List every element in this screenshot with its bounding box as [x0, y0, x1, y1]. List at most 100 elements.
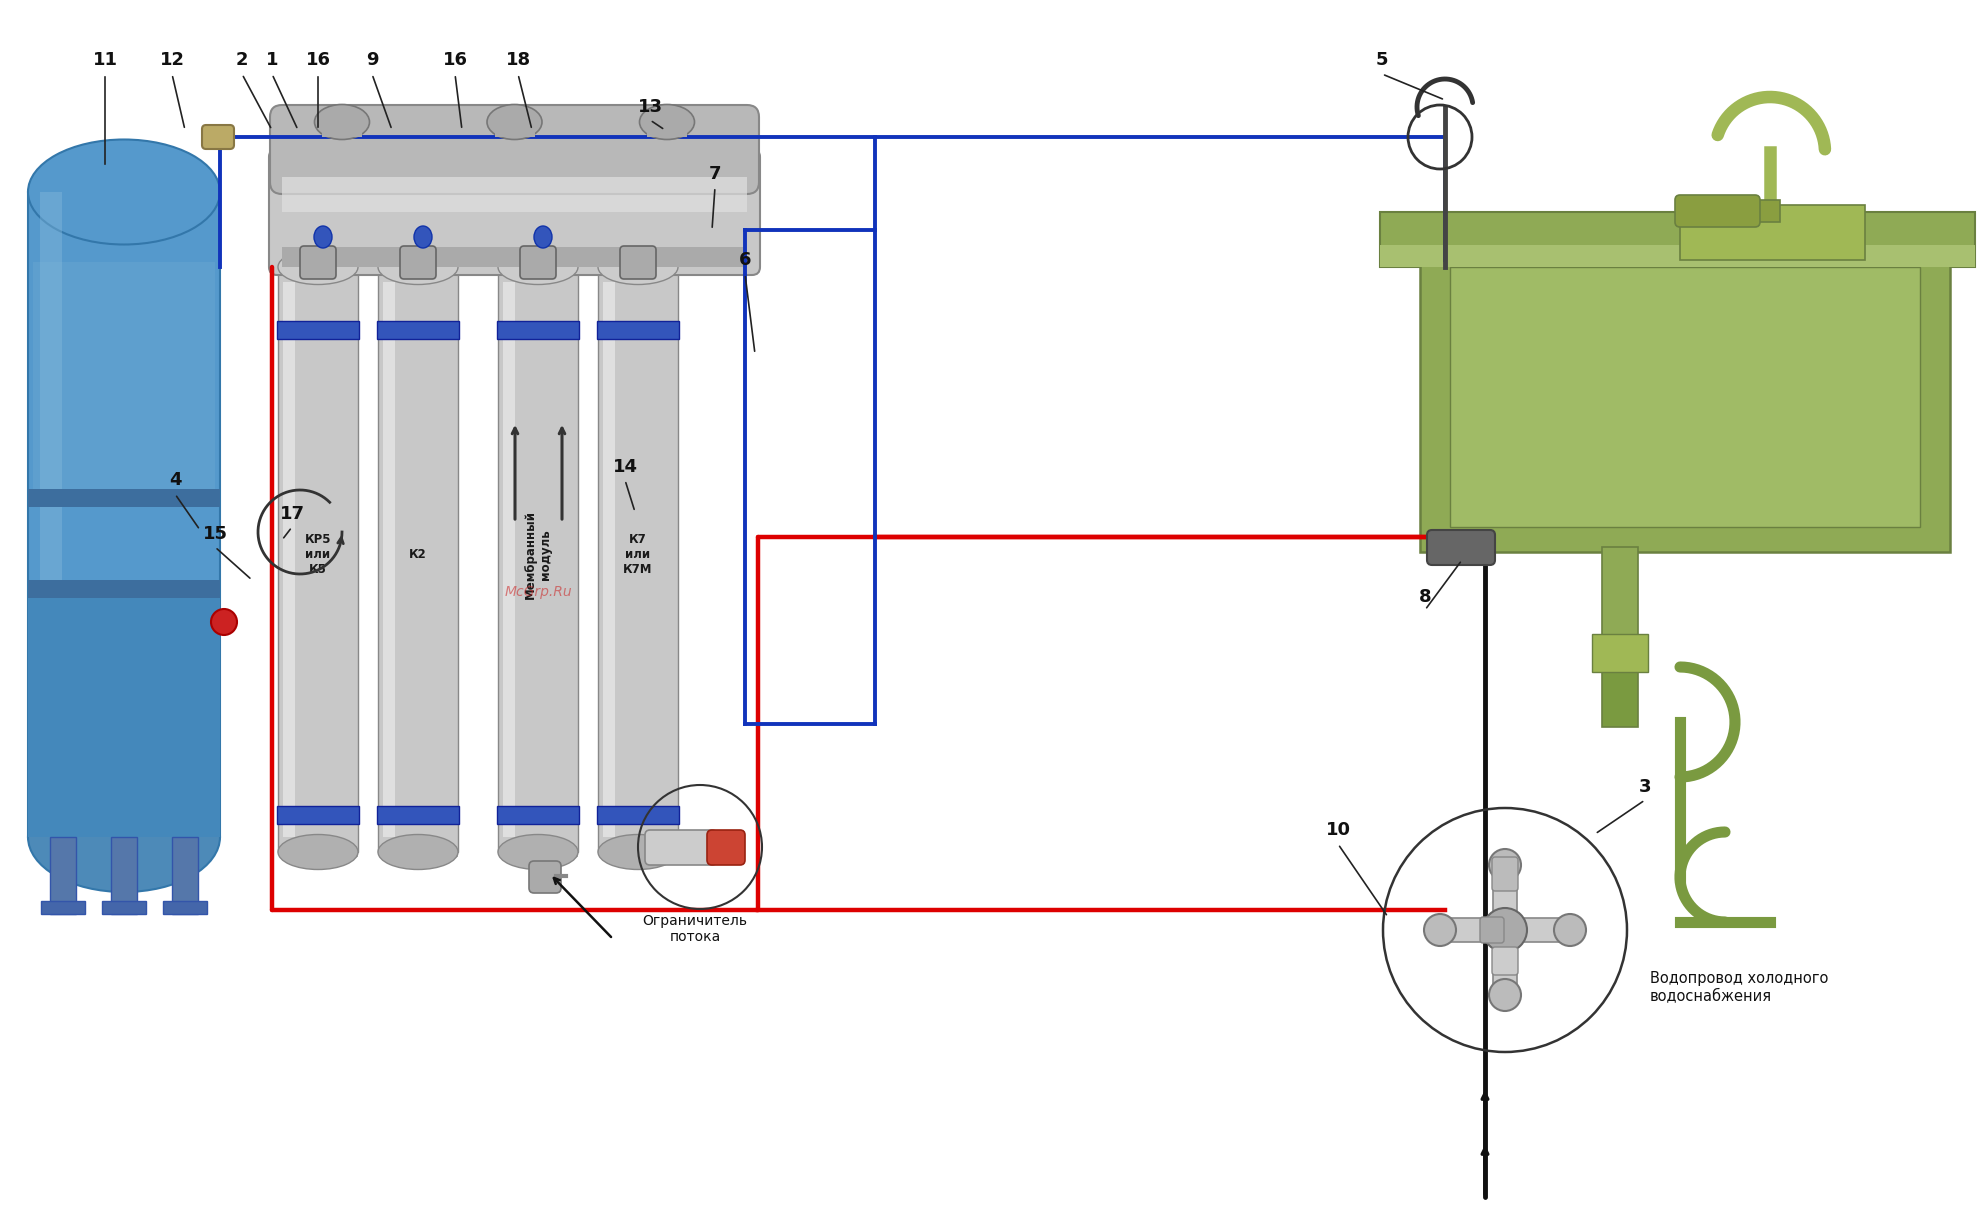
Ellipse shape: [28, 139, 220, 244]
Bar: [599, 266, 678, 852]
Bar: [111, 837, 137, 914]
Ellipse shape: [414, 226, 432, 248]
Bar: [281, 177, 747, 211]
Bar: [383, 266, 458, 857]
FancyBboxPatch shape: [1479, 916, 1502, 943]
Bar: [1419, 257, 1948, 552]
Bar: [172, 837, 198, 914]
Text: 13: 13: [636, 98, 662, 116]
Text: 7: 7: [708, 165, 721, 183]
Bar: [383, 282, 394, 837]
FancyBboxPatch shape: [1490, 857, 1518, 891]
Text: Ограничитель
потока: Ограничитель потока: [642, 914, 747, 945]
Bar: [501, 266, 577, 857]
Text: 16: 16: [442, 51, 468, 68]
Text: Водопровод холодного
водоснабжения: Водопровод холодного водоснабжения: [1649, 970, 1827, 1003]
Bar: [497, 266, 577, 852]
Text: 5: 5: [1376, 51, 1387, 68]
Text: МсGrp.Ru: МсGrp.Ru: [503, 585, 571, 599]
Text: К2: К2: [408, 547, 426, 561]
FancyBboxPatch shape: [299, 246, 335, 279]
Bar: [503, 282, 515, 837]
Ellipse shape: [497, 835, 577, 870]
Text: 15: 15: [202, 525, 228, 543]
Bar: [28, 489, 220, 507]
Text: КР5
или
К5: КР5 или К5: [305, 533, 331, 576]
Text: К7
или
К7М: К7 или К7М: [622, 533, 652, 576]
Bar: [281, 247, 747, 266]
Ellipse shape: [533, 226, 551, 248]
Circle shape: [1423, 914, 1455, 946]
Text: 8: 8: [1417, 588, 1431, 606]
FancyBboxPatch shape: [1675, 196, 1760, 227]
Bar: [1492, 865, 1516, 995]
Circle shape: [1488, 979, 1520, 1011]
Bar: [101, 901, 147, 914]
Bar: [283, 282, 295, 837]
Circle shape: [1488, 849, 1520, 881]
Bar: [1601, 667, 1637, 727]
Ellipse shape: [379, 835, 458, 870]
Bar: [277, 321, 359, 338]
FancyBboxPatch shape: [529, 862, 561, 893]
FancyBboxPatch shape: [708, 830, 745, 865]
Bar: [28, 192, 220, 837]
Bar: [277, 807, 359, 824]
FancyBboxPatch shape: [644, 830, 717, 865]
FancyBboxPatch shape: [1490, 947, 1518, 975]
Bar: [377, 321, 458, 338]
Bar: [497, 807, 579, 824]
Bar: [1379, 244, 1974, 266]
Text: 14: 14: [612, 458, 636, 477]
Bar: [163, 901, 206, 914]
Bar: [646, 112, 686, 137]
FancyBboxPatch shape: [270, 105, 759, 194]
Bar: [494, 112, 535, 137]
Bar: [34, 262, 214, 507]
Text: 4: 4: [168, 470, 180, 489]
FancyBboxPatch shape: [620, 246, 656, 279]
Circle shape: [210, 609, 238, 635]
Text: 11: 11: [93, 51, 117, 68]
Bar: [42, 901, 85, 914]
Text: 10: 10: [1324, 821, 1350, 840]
Bar: [1439, 918, 1570, 942]
Ellipse shape: [277, 249, 359, 285]
Bar: [50, 837, 75, 914]
Text: 12: 12: [159, 51, 184, 68]
Bar: [603, 266, 678, 857]
Text: Мембранный
модуль: Мембранный модуль: [523, 510, 551, 599]
Bar: [379, 266, 458, 852]
Text: 2: 2: [236, 51, 248, 68]
Bar: [377, 807, 458, 824]
Text: 9: 9: [365, 51, 379, 68]
Circle shape: [1483, 908, 1526, 952]
Ellipse shape: [488, 105, 541, 139]
FancyBboxPatch shape: [270, 149, 759, 275]
FancyBboxPatch shape: [202, 125, 234, 149]
Bar: [28, 580, 220, 598]
Bar: [321, 112, 363, 137]
Bar: [603, 282, 614, 837]
FancyBboxPatch shape: [400, 246, 436, 279]
Text: 17: 17: [279, 505, 305, 523]
Ellipse shape: [599, 249, 678, 285]
Text: 1: 1: [266, 51, 277, 68]
Bar: [28, 591, 220, 837]
Bar: [1592, 634, 1647, 672]
Ellipse shape: [599, 835, 678, 870]
Ellipse shape: [315, 105, 369, 139]
Ellipse shape: [497, 249, 577, 285]
Bar: [1449, 266, 1919, 527]
Ellipse shape: [638, 105, 694, 139]
FancyBboxPatch shape: [519, 246, 555, 279]
Bar: [40, 192, 61, 837]
Bar: [1601, 547, 1637, 642]
Ellipse shape: [313, 226, 331, 248]
Circle shape: [1554, 914, 1586, 946]
Ellipse shape: [379, 249, 458, 285]
FancyBboxPatch shape: [1427, 530, 1494, 565]
Bar: [597, 321, 678, 338]
Ellipse shape: [28, 782, 220, 892]
Bar: [281, 266, 359, 857]
